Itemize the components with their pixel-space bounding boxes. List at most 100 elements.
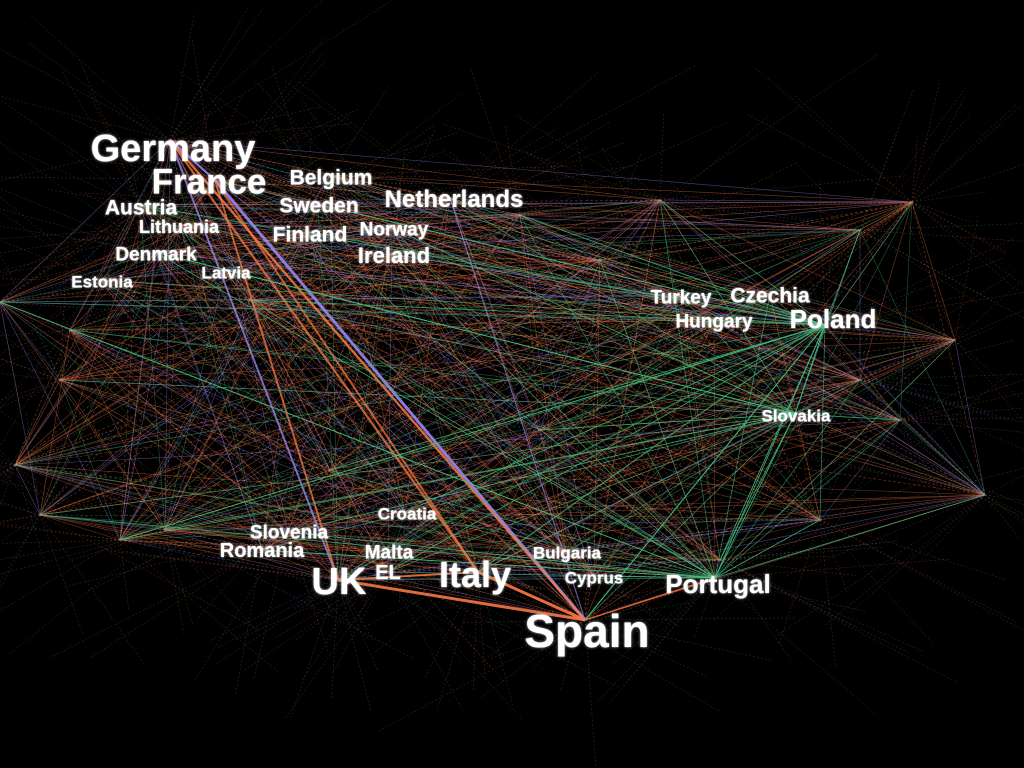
edge [202,356,331,471]
edge [0,251,156,274]
edge [714,413,796,579]
edge [449,197,956,341]
edge [819,419,901,521]
edge [633,413,796,462]
edge [679,295,821,521]
edge [824,324,986,496]
edge [139,204,796,415]
edge [540,577,716,614]
edge [713,229,861,321]
edge [438,259,601,292]
edge [819,519,848,592]
edge [807,339,956,438]
edge [154,251,331,471]
edge [329,199,661,471]
edge [307,231,716,579]
edge [139,204,246,316]
edge [449,197,821,521]
edge [154,251,339,581]
edge [14,199,661,466]
edge [714,577,866,612]
edge [599,259,780,368]
edge [224,253,393,271]
edge [50,224,181,371]
edge [769,287,790,295]
edge [69,139,171,331]
edge [184,469,331,538]
edge [118,101,171,141]
edge [27,41,216,181]
edge [519,214,588,288]
edge [391,253,399,312]
edge [714,577,878,716]
edge [317,203,331,244]
edge [0,204,141,303]
edge [116,135,226,271]
edge [119,251,156,541]
edge [0,96,171,141]
edge [59,379,796,415]
edge [79,179,216,275]
edge [179,224,567,553]
edge [27,204,141,321]
edge [659,199,913,203]
edge [39,214,521,516]
edge [372,207,393,229]
edge [246,413,331,471]
edge [139,201,913,206]
edge [139,204,595,577]
edge [317,203,321,315]
node-label-latvia: Latvia [201,263,251,283]
edge [0,301,389,573]
edge [164,197,451,531]
edge [69,259,601,331]
edge [593,575,655,631]
edge [139,204,280,215]
edge [911,139,918,203]
edge [169,139,821,521]
edge [391,147,406,255]
edge [0,139,171,181]
edge [0,379,61,409]
edge [119,539,339,581]
edge [719,494,986,561]
edge [760,413,796,509]
edge [845,339,956,369]
edge [387,434,395,573]
edge [119,324,826,541]
edge [154,231,309,253]
edge [287,531,339,581]
edge [391,227,410,313]
edge [584,602,691,621]
edge [860,461,986,496]
edge [14,427,122,466]
edge [307,231,771,295]
edge [224,269,586,621]
edge [139,204,716,579]
edge [196,469,331,620]
edge [515,317,715,321]
edge [164,139,171,531]
edge [423,429,541,571]
edge [204,178,451,199]
edge [584,201,913,621]
edge [154,179,216,253]
edge [819,468,1024,521]
edge [119,229,861,541]
edge [99,174,331,281]
edge [539,358,643,431]
edge [519,214,986,496]
edge [593,427,662,577]
edge [149,299,251,394]
edge [715,208,826,326]
edge [224,229,861,271]
edge [307,199,661,233]
edge [819,519,1024,631]
edge [337,578,586,622]
node-label-malta: Malta [364,542,414,564]
edge [0,329,71,447]
edge [824,201,913,326]
edge [824,324,901,421]
edge [224,269,348,288]
edge [99,139,171,281]
